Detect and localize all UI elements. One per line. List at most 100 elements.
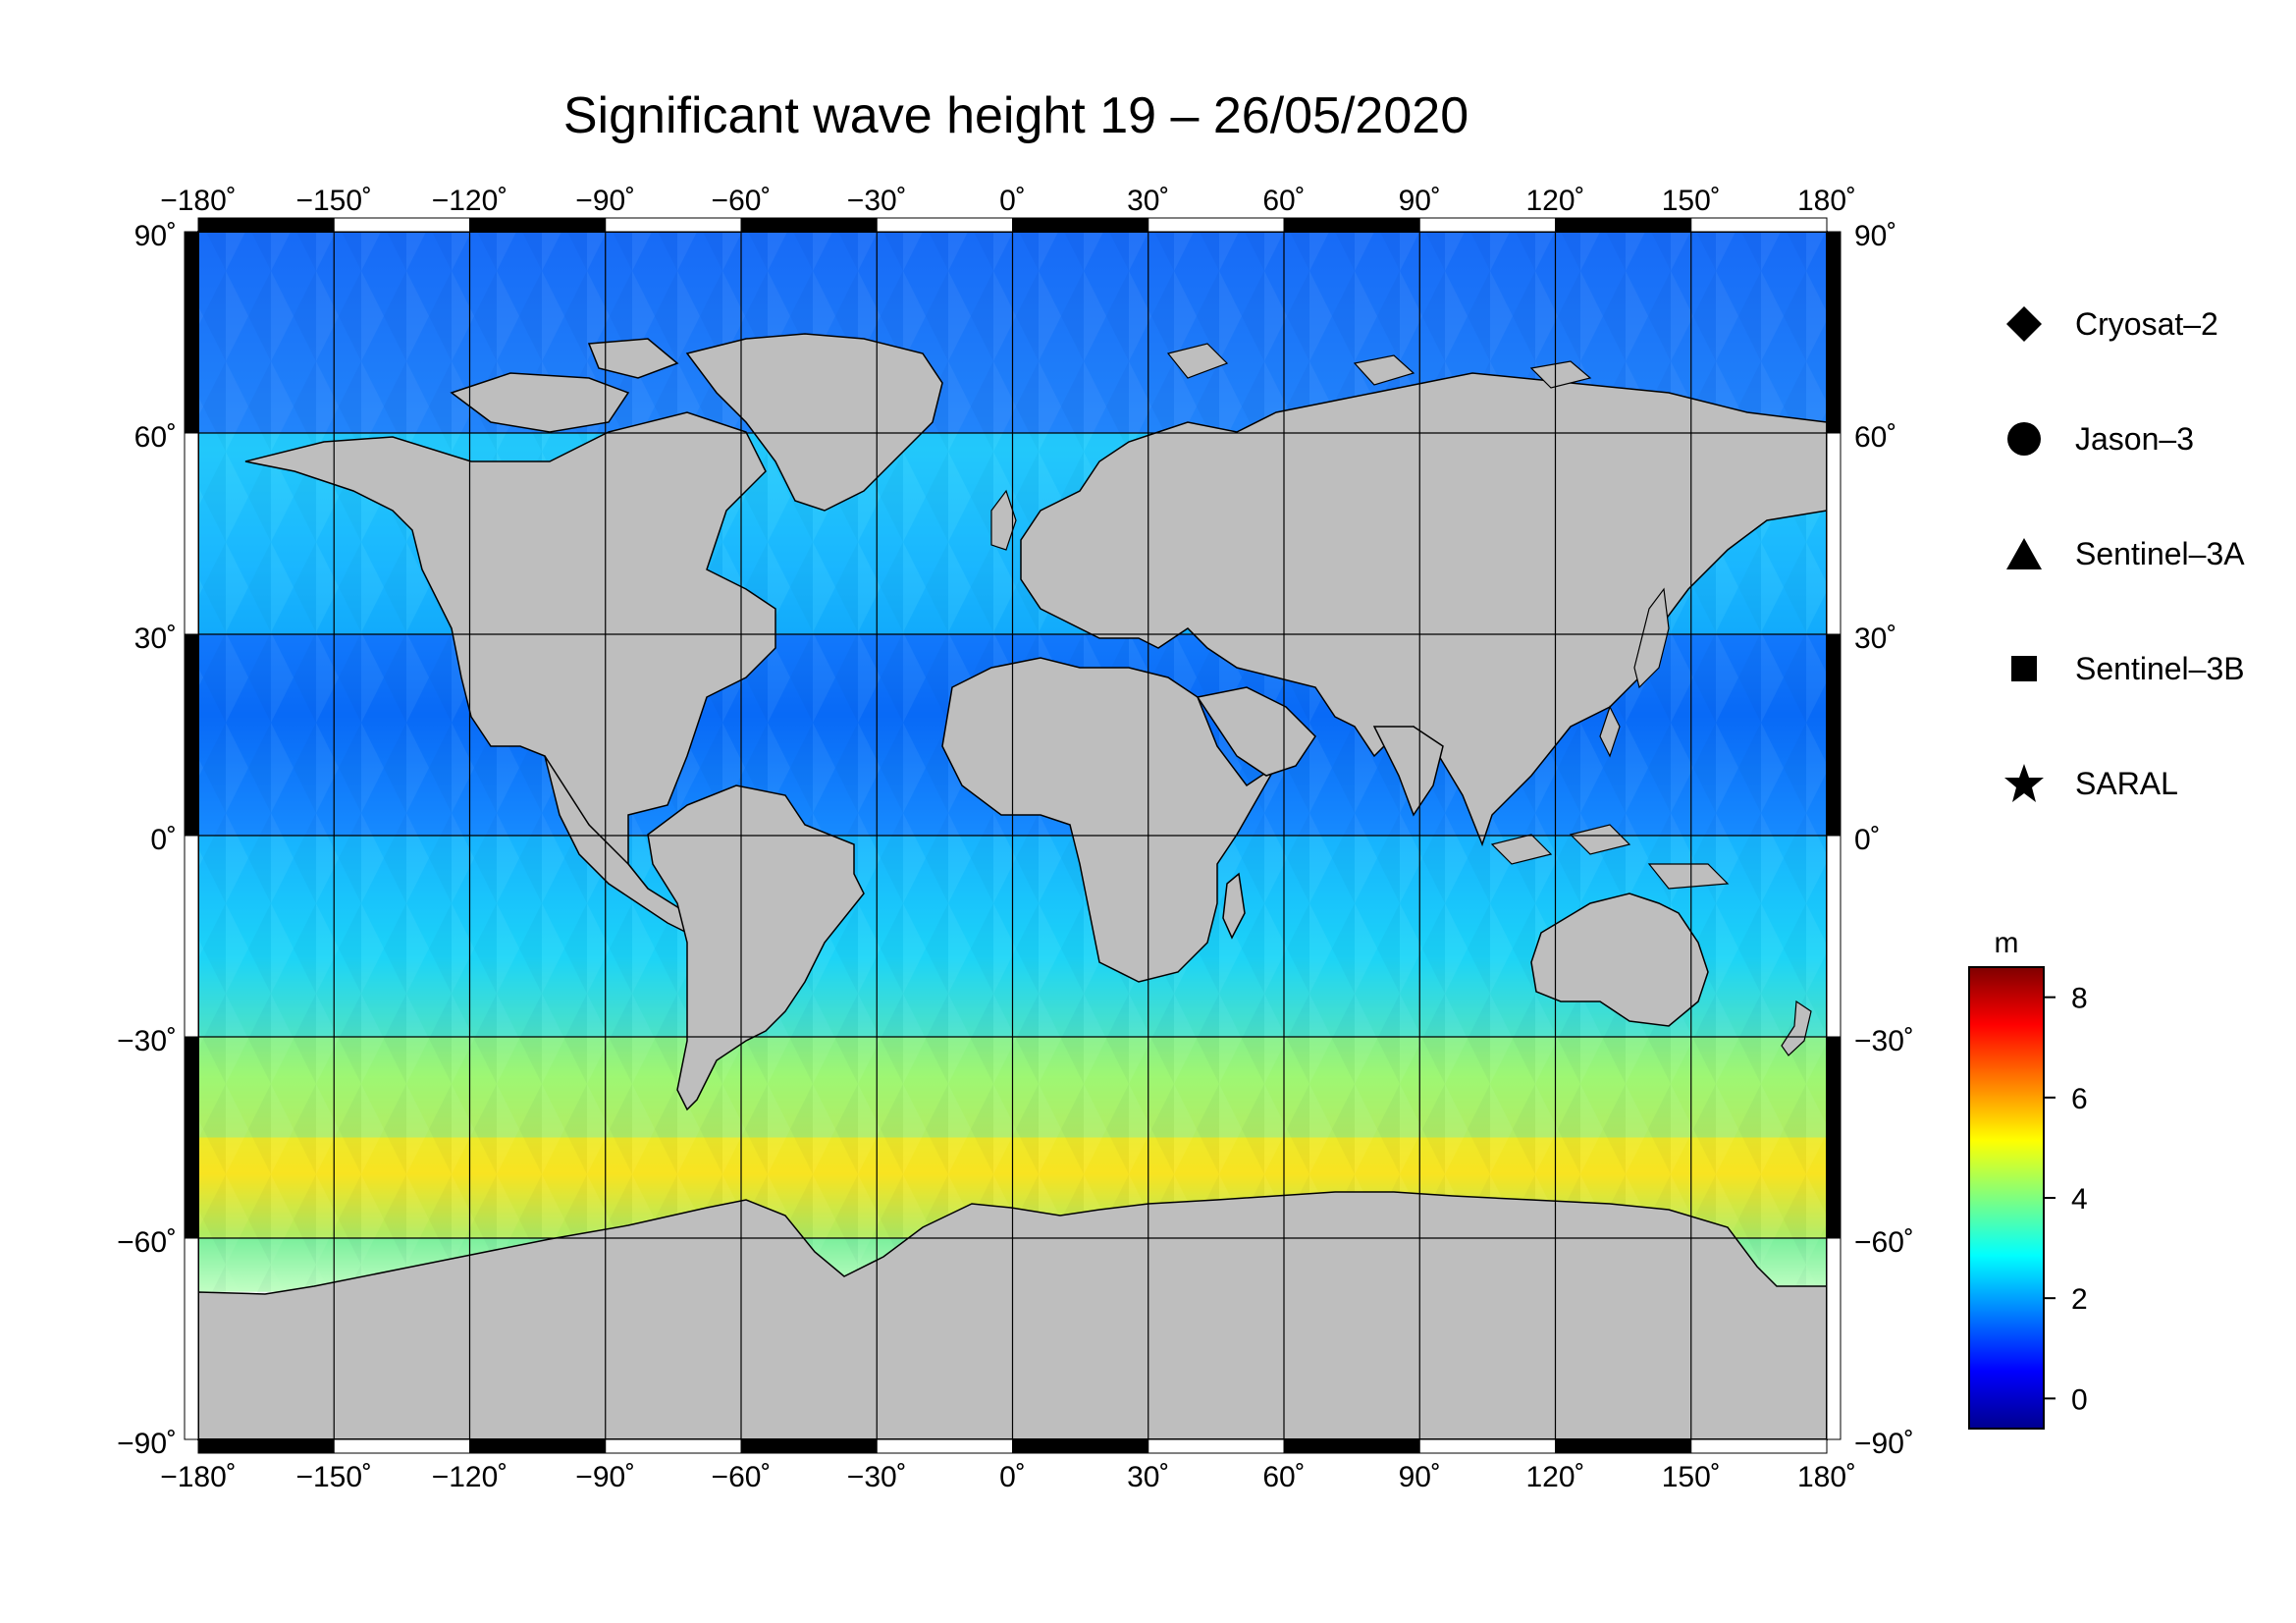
frame-segment — [1555, 1438, 1692, 1454]
lon-tick-label: −180˚ — [160, 185, 237, 217]
landmass-southeast-asia-islands — [1490, 705, 1730, 890]
landmass-australia — [1530, 893, 1709, 1027]
lon-tick-label: 150˚ — [1662, 185, 1721, 217]
lon-tick-label: 30˚ — [1127, 185, 1169, 217]
frame-segment — [1283, 1438, 1420, 1454]
lat-tick-label: 60˚ — [134, 421, 177, 454]
circle-icon — [2002, 417, 2046, 460]
legend-label: Jason–3 — [2075, 420, 2194, 457]
triangle-icon — [2002, 532, 2046, 575]
lon-tick-label: −180˚ — [160, 1461, 237, 1493]
star-icon — [2002, 762, 2046, 805]
colorbar-unit: m — [1995, 927, 2019, 959]
frame-segment — [184, 432, 199, 635]
lon-tick-label: 30˚ — [1127, 1461, 1169, 1493]
colorbar-tick-label: 0 — [2071, 1383, 2088, 1416]
legend-item-saral: SARAL — [2002, 754, 2178, 813]
lat-tick-label: −30˚ — [117, 1025, 177, 1057]
lat-tick-label: 0˚ — [1854, 824, 1881, 856]
lat-tick-label: 60˚ — [1854, 421, 1896, 454]
frame-segment — [1826, 432, 1842, 635]
legend-label: Sentinel–3B — [2075, 650, 2245, 686]
landmass-south-america — [647, 784, 865, 1111]
legend-item-sentinel-3a: Sentinel–3A — [2002, 524, 2245, 583]
frame-segment — [333, 217, 470, 233]
lat-tick-label: 30˚ — [1854, 622, 1896, 655]
lat-tick-label: 90˚ — [134, 220, 177, 252]
frame-segment — [876, 1438, 1013, 1454]
colorbar-tick-label: 2 — [2071, 1283, 2088, 1316]
lon-tick-label: 0˚ — [999, 1461, 1026, 1493]
graticule — [198, 232, 1827, 1439]
lon-tick-label: 60˚ — [1262, 185, 1305, 217]
frame-segment — [1148, 1438, 1285, 1454]
frame-segment — [1418, 1438, 1556, 1454]
frame-segment — [1555, 217, 1692, 233]
landmass-arctic-archipelagos — [1166, 343, 1592, 389]
lat-tick-label: 90˚ — [1854, 220, 1896, 252]
lon-tick-label: 180˚ — [1797, 185, 1856, 217]
lat-tick-label: −30˚ — [1854, 1025, 1914, 1057]
lon-tick-label: −150˚ — [295, 185, 372, 217]
lon-tick-label: −90˚ — [575, 1461, 635, 1493]
lon-tick-label: −60˚ — [712, 1461, 772, 1493]
frame-segment — [1283, 217, 1420, 233]
frame-segment — [197, 1438, 335, 1454]
legend-item-cryosat: Cryosat–2 — [2002, 295, 2218, 353]
lon-tick-label: 120˚ — [1525, 1461, 1584, 1493]
frame-segment — [1012, 217, 1149, 233]
square-icon — [2002, 647, 2046, 690]
frame-segment — [605, 217, 742, 233]
frame-segment — [469, 1438, 607, 1454]
frame-segment — [1690, 1438, 1828, 1454]
lat-tick-label: −60˚ — [1854, 1226, 1914, 1259]
landmass-india — [1372, 726, 1444, 817]
frame-segment — [1826, 1237, 1842, 1440]
frame-segment — [740, 1438, 878, 1454]
frame-segment — [1826, 1036, 1842, 1239]
lon-tick-label: 90˚ — [1399, 1461, 1441, 1493]
legend-item-jason: Jason–3 — [2002, 409, 2194, 468]
legend-label: Cryosat–2 — [2075, 305, 2218, 342]
frame-segment — [1826, 633, 1842, 837]
landmass-north-america — [244, 411, 776, 890]
lon-tick-label: −30˚ — [847, 185, 907, 217]
frame-segment — [333, 1438, 470, 1454]
frame-segment — [1690, 217, 1828, 233]
legend-label: Sentinel–3A — [2075, 535, 2245, 571]
lon-tick-label: 60˚ — [1262, 1461, 1305, 1493]
lat-tick-label: −90˚ — [1854, 1428, 1914, 1460]
lon-tick-label: 180˚ — [1797, 1461, 1856, 1493]
lon-tick-label: −60˚ — [712, 185, 772, 217]
axis-tick-labels: −180˚ −180˚ −150˚ −150˚ −120˚ −120˚ −90˚ −90˚ −6… — [117, 185, 1914, 1493]
lon-tick-label: −120˚ — [432, 1461, 508, 1493]
colorbar — [1968, 966, 2045, 1430]
frame-segment — [1148, 217, 1285, 233]
frame-segment — [1418, 217, 1556, 233]
colorbar-tick-label: 4 — [2071, 1183, 2088, 1216]
frame-segment — [876, 217, 1013, 233]
frame-segment — [184, 1036, 199, 1239]
map-frame-checker-border — [184, 217, 1842, 1454]
lon-tick-label: 120˚ — [1525, 185, 1584, 217]
frame-segment — [1826, 835, 1842, 1038]
lon-tick-label: 0˚ — [999, 185, 1026, 217]
landmass-madagascar — [1222, 872, 1246, 940]
chart-title: Significant wave height 19 – 26/05/2020 — [562, 87, 1469, 144]
frame-segment — [184, 231, 199, 434]
colorbar-tick-label: 6 — [2071, 1083, 2088, 1115]
landmass-arctic-islands — [450, 338, 679, 433]
landmass-greenland — [685, 333, 943, 512]
frame-segment — [1012, 1438, 1149, 1454]
lon-tick-label: −30˚ — [847, 1461, 907, 1493]
legend-label: SARAL — [2075, 765, 2178, 801]
landmass-new-zealand — [1781, 1000, 1812, 1056]
landmass-japan — [1633, 587, 1670, 689]
lat-tick-label: −60˚ — [117, 1226, 177, 1259]
lon-tick-label: −150˚ — [295, 1461, 372, 1493]
landmass-arabia — [1196, 686, 1316, 777]
frame-segment — [740, 217, 878, 233]
landmass-britain — [990, 489, 1017, 551]
frame-segment — [469, 217, 607, 233]
